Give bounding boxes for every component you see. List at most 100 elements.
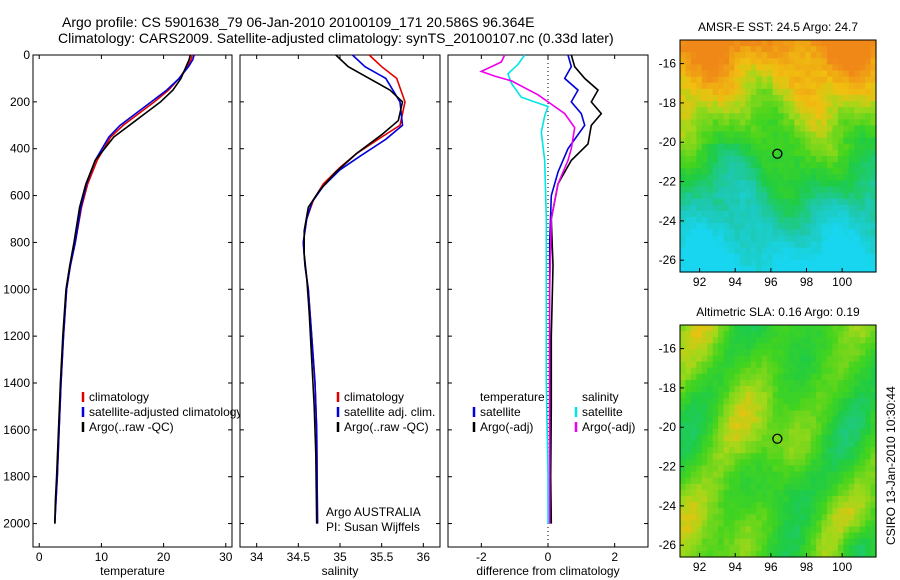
sst_map-cell — [729, 125, 736, 133]
sla_map-cell — [745, 428, 752, 436]
sla_map-cell — [685, 495, 692, 503]
sla_map-cell — [859, 392, 866, 399]
sla_map-cell — [767, 434, 774, 442]
sla_map-cell — [837, 404, 844, 412]
sst_map-cell — [701, 168, 708, 175]
sla_map-cell — [745, 349, 752, 357]
sst_map-cell — [685, 149, 692, 157]
sla_map-cell — [756, 361, 763, 369]
sst_map-cell — [859, 204, 866, 212]
sla_map-cell — [859, 428, 866, 436]
sst_map-cell — [745, 156, 752, 163]
sst_map-cell — [837, 82, 844, 90]
sla_map-cell — [718, 495, 725, 503]
sst_map-cell — [696, 40, 703, 47]
sst_map-cell — [832, 192, 839, 200]
sla_map-cell — [827, 550, 834, 558]
sst_map-cell — [837, 119, 844, 127]
sst_map-cell — [827, 265, 834, 273]
sla_map-cell — [827, 520, 834, 528]
sla_map-cell — [799, 325, 806, 332]
sst_map-cell — [854, 119, 861, 127]
sla_map-cell — [788, 373, 795, 381]
sst_map-cell — [859, 131, 866, 139]
sla_map-cell — [734, 447, 741, 454]
sst_map-cell — [701, 46, 708, 53]
sla_map-cell — [756, 404, 763, 412]
sla_map-cell — [712, 447, 719, 454]
sst_map-cell — [783, 101, 790, 108]
sla_map-cell — [816, 447, 823, 454]
sst_map-cell — [756, 204, 763, 212]
sst_map-cell — [821, 149, 828, 157]
sst_map-cell — [837, 137, 844, 145]
sla_map-cell — [772, 367, 779, 375]
sla_map-cell — [865, 526, 872, 534]
sla_map-cell — [761, 477, 768, 485]
sla_map-cell — [854, 483, 861, 491]
sst_map-cell — [810, 168, 817, 175]
sst_map-cell — [707, 107, 714, 114]
sla_map-cell — [745, 550, 752, 558]
sst_map-cell — [821, 82, 828, 90]
sst_map-cell — [870, 137, 877, 145]
sla_map-cell — [794, 526, 801, 534]
sst_map-cell — [788, 88, 795, 96]
sst_map-cell — [865, 174, 872, 182]
sst_map-cell — [707, 210, 714, 218]
sst_map-cell — [821, 143, 828, 151]
sla_map-cell — [788, 483, 795, 491]
sst_map-cell — [837, 101, 844, 108]
sst_map-cell — [701, 180, 708, 188]
sla_map-cell — [794, 349, 801, 357]
sst_map-cell — [734, 259, 741, 267]
sla_map-cell — [680, 447, 687, 454]
sla_map-cell — [696, 361, 703, 369]
sst_map-cell — [729, 82, 736, 90]
sla_map-cell — [745, 465, 752, 473]
sla_map-cell — [843, 325, 850, 332]
sst_map-cell — [729, 119, 736, 127]
sla_map-cell — [832, 550, 839, 558]
sst_map-cell — [761, 94, 768, 102]
sla_map-cell — [756, 520, 763, 528]
sla_map-cell — [794, 416, 801, 424]
sst_map-cell — [788, 125, 795, 133]
sla_map-cell — [745, 392, 752, 399]
sla_map-cell — [816, 331, 823, 338]
sla_map-cell — [767, 459, 774, 467]
sst_map-cell — [859, 143, 866, 151]
sst_map-cell — [767, 192, 774, 200]
sst_map-cell — [761, 58, 768, 66]
sst_map-cell — [723, 40, 730, 47]
sla_map-cell — [821, 416, 828, 424]
sst_map-cell — [696, 198, 703, 206]
sst_map-cell — [788, 58, 795, 66]
sst_map-cell — [837, 70, 844, 78]
sla_map-cell — [712, 508, 719, 515]
sst_map-cell — [680, 229, 687, 236]
sst_map-cell — [712, 204, 719, 212]
temp-legend-entry-label: climatology — [89, 390, 149, 404]
sla_map-cell — [723, 520, 730, 528]
sst_map-cell — [739, 88, 746, 96]
sst_map-cell — [701, 265, 708, 273]
sst_map-cell — [712, 58, 719, 66]
sst_map-cell — [865, 149, 872, 157]
sst_map-cell — [718, 82, 725, 90]
sst_map-cell — [848, 168, 855, 175]
sst_map-cell — [788, 76, 795, 84]
sla_map-cell — [734, 373, 741, 381]
sla_map-cell — [848, 495, 855, 503]
sst_map-cell — [739, 180, 746, 188]
sst_map-cell — [701, 253, 708, 261]
sst_map-cell — [843, 186, 850, 194]
sst_map-cell — [734, 235, 741, 243]
sst_map-cell — [810, 82, 817, 90]
sst_map-cell — [701, 76, 708, 84]
sst_map-cell — [827, 119, 834, 127]
sla_map-cell — [848, 526, 855, 534]
sla_map-cell — [707, 386, 714, 393]
sst_map-cell — [799, 143, 806, 151]
sla_map-cell — [870, 343, 877, 351]
